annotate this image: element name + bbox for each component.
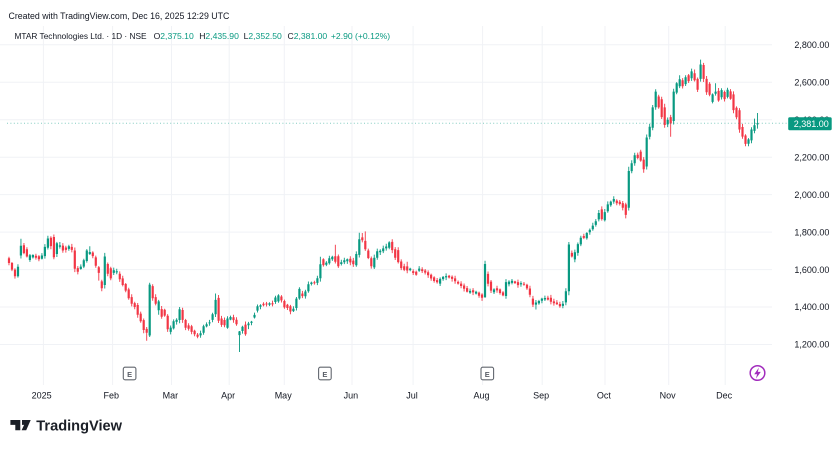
svg-text:Apr: Apr [221, 390, 235, 400]
svg-text:MTAR Technologies Ltd. · 1D ·: MTAR Technologies Ltd. · 1D · NSE [15, 31, 147, 41]
svg-text:E: E [485, 370, 490, 379]
svg-text:Aug: Aug [473, 390, 489, 400]
svg-text:2,200.00: 2,200.00 [794, 152, 829, 162]
svg-text:May: May [275, 390, 293, 400]
svg-text:Feb: Feb [104, 390, 120, 400]
svg-text:1,600.00: 1,600.00 [794, 265, 829, 275]
svg-text:2,381.00: 2,381.00 [794, 119, 829, 129]
svg-text:TradingView: TradingView [36, 419, 122, 435]
svg-text:L2,352.50: L2,352.50 [244, 31, 282, 41]
svg-text:C2,381.00: C2,381.00 [288, 31, 328, 41]
svg-text:Nov: Nov [660, 390, 677, 400]
svg-text:Dec: Dec [716, 390, 733, 400]
svg-text:2025: 2025 [32, 390, 52, 400]
svg-text:Sep: Sep [533, 390, 549, 400]
svg-text:E: E [322, 370, 327, 379]
svg-text:1,400.00: 1,400.00 [794, 302, 829, 312]
svg-text:Jun: Jun [344, 390, 359, 400]
svg-text:2,800.00: 2,800.00 [794, 40, 829, 50]
svg-text:Oct: Oct [597, 390, 612, 400]
svg-text:Jul: Jul [406, 390, 418, 400]
svg-text:2,000.00: 2,000.00 [794, 190, 829, 200]
svg-text:2,600.00: 2,600.00 [794, 78, 829, 88]
svg-text:1,800.00: 1,800.00 [794, 227, 829, 237]
svg-text:+2.90 (+0.12%): +2.90 (+0.12%) [331, 31, 390, 41]
svg-text:O2,375.10: O2,375.10 [154, 31, 194, 41]
svg-text:Mar: Mar [163, 390, 179, 400]
svg-text:1,200.00: 1,200.00 [794, 340, 829, 350]
svg-text:Created with TradingView.com,: Created with TradingView.com, Dec 16, 20… [9, 11, 231, 21]
svg-text:E: E [127, 370, 132, 379]
svg-text:H2,435.90: H2,435.90 [199, 31, 239, 41]
